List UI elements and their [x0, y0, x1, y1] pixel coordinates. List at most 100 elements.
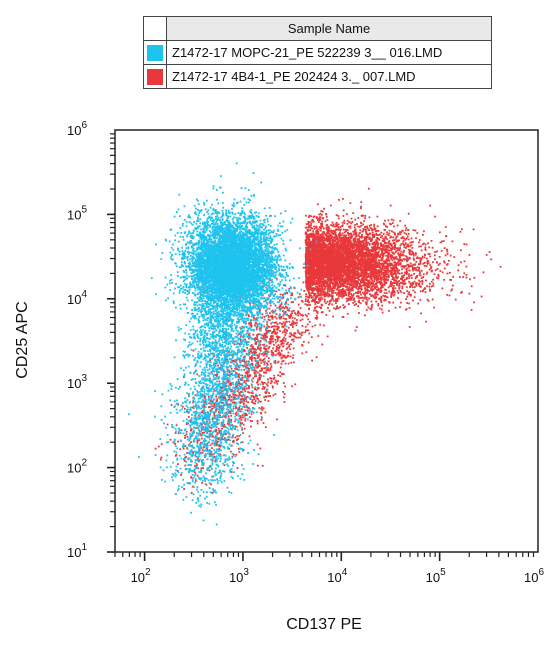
data-point: [423, 256, 426, 259]
data-point: [355, 241, 358, 243]
data-point: [308, 295, 311, 298]
data-point: [333, 247, 336, 250]
data-point: [381, 311, 384, 314]
data-point: [382, 247, 385, 250]
data-point: [326, 244, 328, 247]
data-point: [357, 234, 360, 236]
data-point: [419, 257, 422, 260]
data-point: [370, 287, 372, 290]
data-point: [399, 247, 401, 249]
data-point: [371, 258, 373, 261]
data-point: [353, 281, 356, 284]
data-point: [417, 282, 420, 285]
data-point: [369, 307, 372, 310]
data-point: [399, 244, 402, 247]
data-point: [309, 272, 312, 275]
data-point: [308, 274, 311, 277]
data-point: [364, 288, 367, 291]
data-point: [312, 249, 315, 252]
data-point: [380, 267, 383, 270]
data-point: [385, 237, 387, 239]
data-point: [406, 256, 408, 259]
data-point: [349, 235, 352, 238]
data-point: [308, 296, 310, 299]
data-point: [354, 236, 357, 239]
data-point: [396, 224, 399, 227]
data-point: [360, 224, 363, 227]
data-point: [412, 254, 415, 257]
data-point: [341, 275, 344, 278]
data-point: [462, 276, 465, 278]
data-point: [373, 248, 376, 250]
data-point: [374, 291, 377, 294]
data-point: [392, 281, 394, 284]
data-point: [373, 287, 376, 290]
data-point: [329, 242, 332, 245]
data-point: [329, 285, 332, 288]
data-point: [370, 295, 373, 297]
data-point: [365, 233, 368, 235]
data-point: [385, 244, 388, 247]
data-point: [363, 284, 366, 286]
data-point: [348, 283, 351, 286]
data-point: [319, 323, 322, 326]
data-point: [316, 219, 319, 221]
data-point: [380, 263, 383, 266]
data-point: [314, 282, 317, 284]
data-point: [389, 222, 391, 225]
data-point: [334, 300, 337, 302]
data-point: [371, 249, 374, 251]
data-point: [361, 271, 363, 274]
data-point: [312, 260, 314, 263]
data-point: [348, 278, 351, 280]
data-point: [334, 255, 337, 258]
data-point: [445, 235, 448, 238]
data-point: [329, 283, 331, 285]
data-point: [354, 329, 357, 332]
data-point: [353, 257, 356, 260]
data-point: [349, 276, 352, 278]
data-point: [361, 240, 363, 243]
data-point: [389, 272, 392, 274]
data-point: [420, 269, 423, 272]
data-point: [379, 248, 382, 251]
data-point: [319, 293, 322, 295]
data-point: [434, 258, 436, 261]
data-point: [355, 245, 358, 248]
data-point: [376, 270, 378, 272]
data-point: [374, 268, 377, 271]
data-point: [378, 272, 381, 275]
data-point: [346, 247, 349, 250]
data-point: [311, 292, 313, 295]
data-point: [322, 290, 325, 293]
data-point: [379, 266, 382, 268]
data-point: [328, 309, 331, 312]
data-point: [408, 293, 411, 296]
data-point: [364, 259, 367, 261]
data-point: [333, 280, 336, 282]
data-point: [380, 273, 383, 276]
data-point: [441, 271, 444, 274]
data-point: [377, 253, 379, 255]
data-point: [373, 243, 375, 246]
data-point: [353, 304, 356, 306]
data-point: [424, 246, 427, 249]
data-point: [305, 244, 308, 247]
data-point: [357, 305, 360, 307]
data-point: [311, 280, 314, 283]
data-point: [375, 265, 378, 268]
data-point: [309, 270, 312, 273]
data-point: [391, 259, 394, 262]
data-point: [402, 254, 405, 257]
data-point: [403, 265, 406, 268]
data-point: [386, 258, 389, 261]
data-point: [332, 299, 335, 302]
data-point: [309, 264, 312, 267]
data-point: [354, 224, 357, 226]
data-point: [323, 207, 325, 210]
data-point: [370, 308, 373, 311]
data-point: [337, 223, 340, 226]
data-point: [380, 299, 382, 302]
data-point: [348, 221, 351, 223]
data-point: [415, 283, 418, 286]
